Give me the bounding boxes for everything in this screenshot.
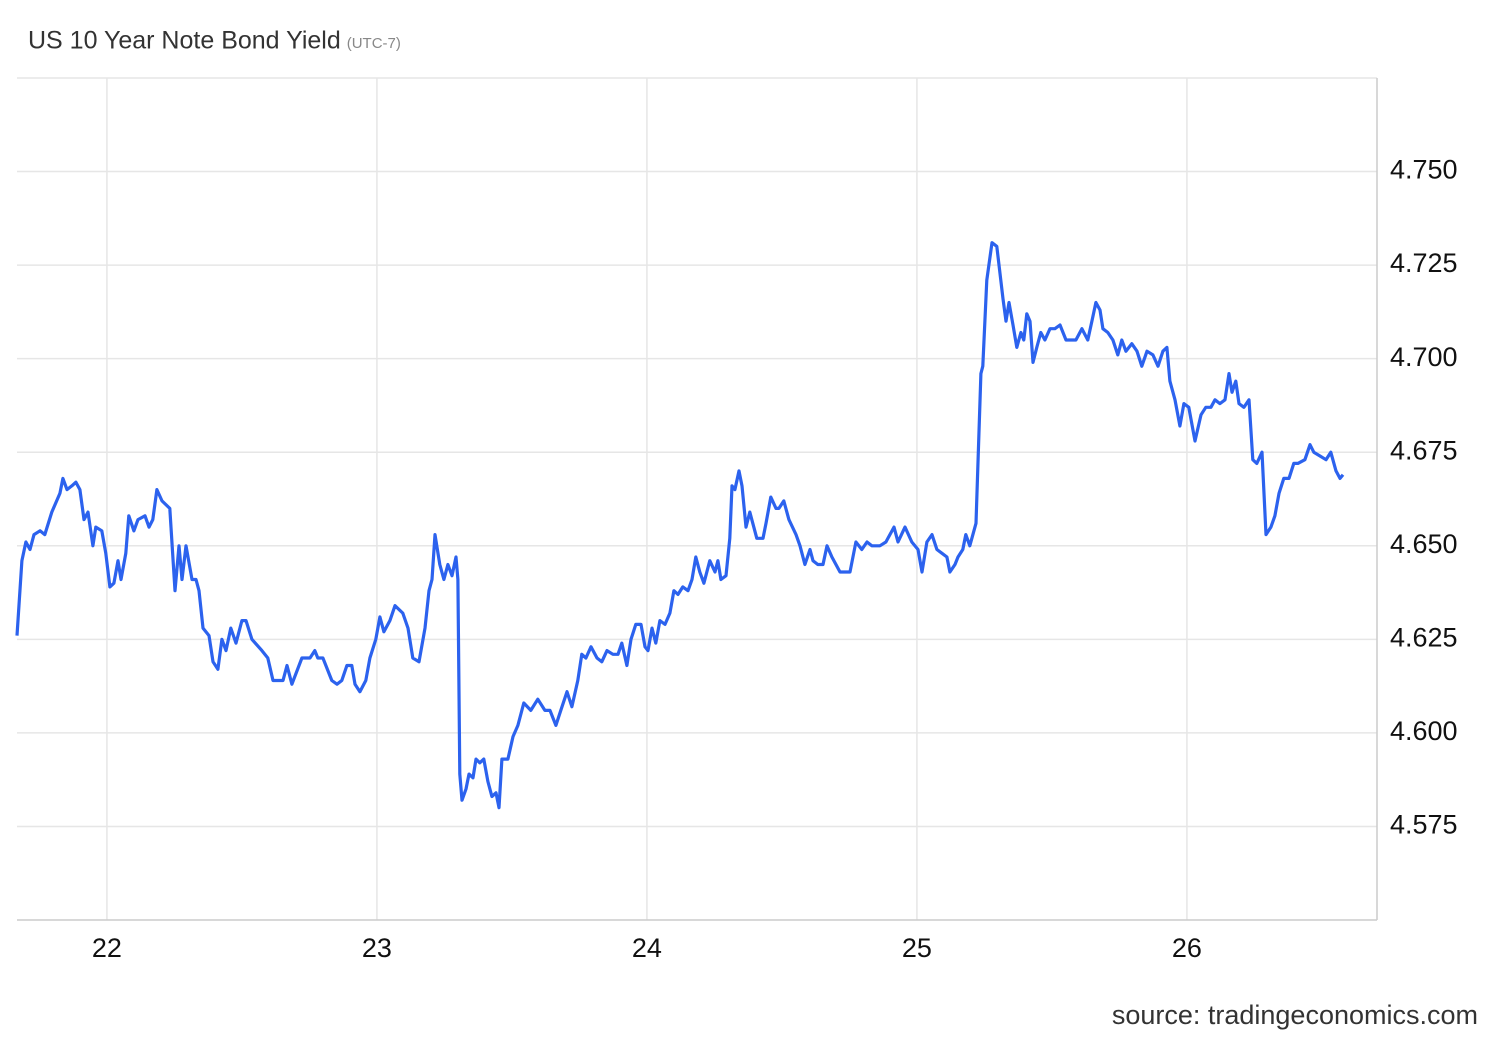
y-tick-label: 4.700	[1390, 342, 1458, 372]
y-tick-label: 4.725	[1390, 248, 1458, 278]
x-tick-label: 26	[1172, 933, 1202, 963]
yield-line	[15, 241, 1345, 810]
chart-title: US 10 Year Note Bond Yield	[28, 27, 341, 55]
x-tick-label: 23	[362, 933, 392, 963]
y-tick-label: 4.650	[1390, 529, 1458, 559]
y-tick-label: 4.625	[1390, 622, 1458, 652]
x-tick-label: 24	[632, 933, 662, 963]
chart-subtitle: (UTC-7)	[347, 35, 401, 52]
y-tick-label: 4.675	[1390, 435, 1458, 465]
y-tick-label: 4.600	[1390, 716, 1458, 746]
source-note: source: tradingeconomics.com	[1112, 1000, 1478, 1030]
y-tick-label: 4.575	[1390, 810, 1458, 840]
x-tick-label: 22	[92, 933, 122, 963]
x-tick-label: 25	[902, 933, 932, 963]
y-tick-label: 4.750	[1390, 155, 1458, 185]
